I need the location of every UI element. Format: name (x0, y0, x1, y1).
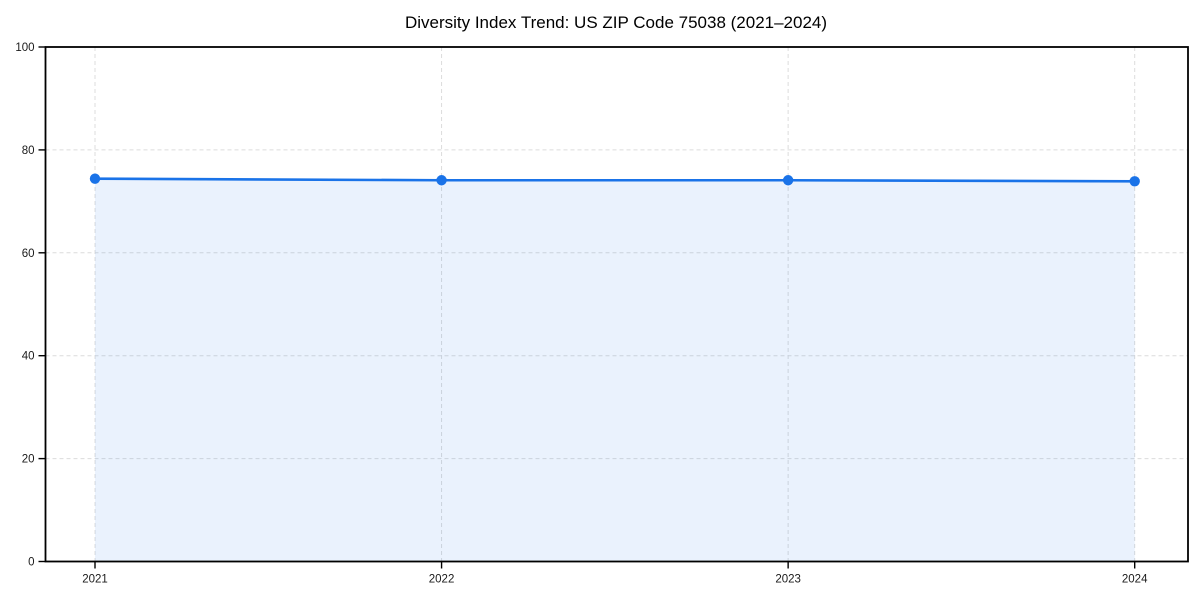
y-tick-label: 0 (28, 557, 34, 569)
x-tick-label: 2022 (429, 574, 455, 586)
chart-title: Diversity Index Trend: US ZIP Code 75038… (405, 13, 827, 32)
x-tick-label: 2023 (775, 574, 801, 586)
axis-tick-labels: 0 20 40 60 80 100 2021 2022 2023 2024 (15, 42, 1148, 586)
data-points (89, 173, 1140, 187)
y-tick-label: 60 (22, 248, 35, 260)
data-point (89, 173, 101, 184)
axis-ticks (38, 46, 1136, 569)
trend-line-path (93, 177, 1136, 183)
x-tick-label: 2024 (1122, 574, 1148, 586)
y-tick-label: 80 (22, 145, 35, 157)
data-point (1129, 176, 1140, 187)
y-tick-label: 20 (22, 454, 35, 466)
trend-line (93, 177, 1136, 183)
plot-border (44, 46, 1189, 563)
y-tick-label: 40 (22, 351, 35, 363)
data-point (436, 175, 447, 186)
y-tick-label: 100 (15, 42, 34, 54)
x-tick-label: 2021 (82, 574, 108, 586)
plot-frame (44, 46, 1189, 563)
data-point (782, 175, 794, 186)
area-fill (95, 178, 1135, 562)
grid-lines (45, 47, 1188, 562)
area-fill-shape (95, 178, 1135, 562)
